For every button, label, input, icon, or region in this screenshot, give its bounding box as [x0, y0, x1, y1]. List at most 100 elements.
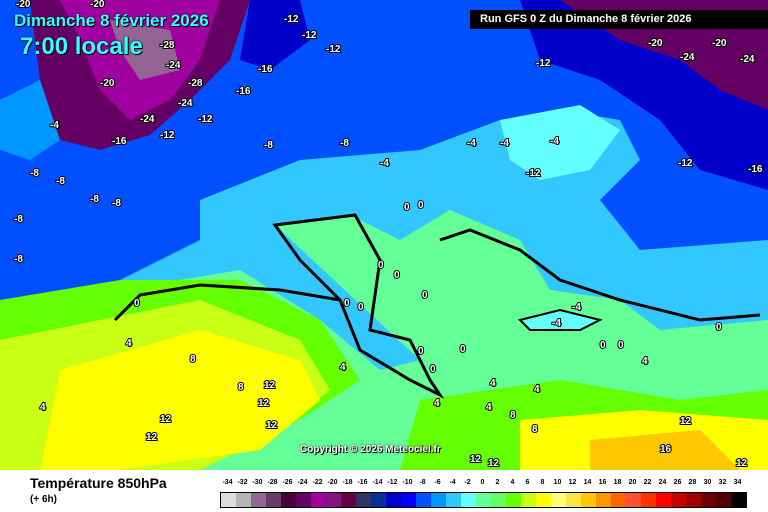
contour-label: -12 [326, 44, 341, 55]
legend-swatch [251, 493, 266, 507]
legend-swatch [731, 493, 746, 507]
legend-swatch [716, 493, 731, 507]
contour-label: 4 [126, 338, 132, 349]
contour-label: -20 [100, 78, 115, 89]
legend-swatch [656, 493, 671, 507]
color-legend: -34 -32 -30 -28 -26 -24 -22 -20 -18 -16 -14 -12 -10-… [220, 479, 747, 508]
contour-labels: -20 -20-28-24-28-20-24-24-16-12-12-12-12-… [13, 0, 764, 470]
contour-label: -12 [160, 130, 175, 141]
run-info: Run GFS 0 Z du Dimanche 8 février 2026 [470, 10, 768, 29]
legend-swatch [281, 493, 296, 507]
legend-swatch [491, 493, 506, 507]
legend-swatch [266, 493, 281, 507]
legend-swatch [401, 493, 416, 507]
legend-tick: -14 [372, 479, 383, 486]
legend-swatch [641, 493, 656, 507]
contour-label: 4 [490, 378, 496, 389]
contour-label: 12 [160, 414, 172, 425]
contour-label: 8 [532, 424, 538, 435]
legend-swatch [566, 493, 581, 507]
legend-tick: -16 [357, 479, 368, 486]
legend-tick: -6 [434, 479, 441, 486]
legend-tick: 14 [583, 479, 592, 486]
legend-swatch [506, 493, 521, 507]
footer: Température 850hPa (+ 6h) -34 -32 -30 -28 -2… [0, 470, 768, 512]
legend-tick: -34 [222, 479, 233, 486]
legend-tick: 30 [703, 479, 712, 486]
contour-label: 0 [378, 260, 384, 271]
contour-label: -4 [552, 318, 561, 329]
contour-label: -12 [526, 168, 541, 179]
legend-tick: 0 [480, 479, 485, 486]
legend-tick: -30 [252, 479, 263, 486]
contour-label: -4 [380, 158, 389, 169]
contour-label: -16 [236, 86, 251, 97]
contour-label: 8 [238, 382, 244, 393]
legend-tick: 34 [733, 479, 742, 486]
contour-label: -4 [50, 120, 59, 131]
legend-tick: 32 [718, 479, 727, 486]
forecast-time: 7:00 locale [20, 33, 143, 60]
contour-label: 4 [340, 362, 346, 373]
contour-label: 4 [642, 356, 648, 367]
legend-tick: 18 [613, 479, 622, 486]
legend-tick: 8 [540, 479, 545, 486]
contour-label: 4 [486, 402, 492, 413]
legend-ticks: -34 -32 -30 -28 -26 -24 -22 -20 -18 -16 -14 -12 -10-… [220, 479, 747, 489]
contour-label: -24 [680, 52, 695, 63]
contour-label: -20 [648, 38, 663, 49]
contour-label: -8 [30, 168, 39, 179]
contour-label: -20 [16, 0, 31, 10]
contour-label: -24 [178, 98, 193, 109]
legend-tick: 24 [658, 479, 667, 486]
contour-label: 12 [680, 416, 692, 427]
legend-tick: 20 [628, 479, 637, 486]
legend-tick: 6 [525, 479, 530, 486]
legend-swatch [416, 493, 431, 507]
map-title: Température 850hPa [30, 475, 167, 491]
contour-label: 12 [146, 432, 158, 443]
legend-swatch [371, 493, 386, 507]
legend-tick: -24 [297, 479, 308, 486]
legend-swatch [326, 493, 341, 507]
contour-label: 0 [394, 270, 400, 281]
legend-colors [220, 492, 747, 508]
legend-swatch [386, 493, 401, 507]
legend-swatch [581, 493, 596, 507]
legend-swatch [611, 493, 626, 507]
legend-tick: 12 [568, 479, 577, 486]
legend-tick: -12 [387, 479, 398, 486]
contour-label: 0 [418, 200, 424, 211]
legend-swatch [221, 493, 236, 507]
legend-tick: -18 [342, 479, 353, 486]
legend-swatch [536, 493, 551, 507]
contour-label: -4 [550, 136, 559, 147]
contour-label: 4 [534, 384, 540, 395]
forecast-date: Dimanche 8 février 2026 [14, 11, 209, 30]
legend-swatch [626, 493, 641, 507]
legend-tick: -20 [327, 479, 338, 486]
contour-label: -24 [740, 54, 755, 65]
contour-label: 4 [40, 402, 46, 413]
contour-label: -20 [90, 0, 105, 10]
legend-swatch [296, 493, 311, 507]
contour-label: -4 [467, 138, 476, 149]
legend-tick: -28 [267, 479, 278, 486]
contour-label: 0 [418, 346, 424, 357]
legend-tick: 26 [673, 479, 682, 486]
legend-swatch [236, 493, 251, 507]
legend-swatch [686, 493, 701, 507]
legend-tick: 22 [643, 479, 652, 486]
contour-label: 8 [190, 354, 196, 365]
contour-label: 0 [460, 344, 466, 355]
legend-swatch [341, 493, 356, 507]
contour-label: 4 [434, 398, 440, 409]
legend-swatch [311, 493, 326, 507]
contour-label: -12 [536, 58, 551, 69]
contour-label: 8 [510, 410, 516, 421]
contour-label: -8 [14, 214, 23, 225]
contour-label: -8 [264, 140, 273, 151]
contour-label: 0 [344, 298, 350, 309]
contour-label: -28 [160, 40, 175, 51]
contour-label: -24 [140, 114, 155, 125]
